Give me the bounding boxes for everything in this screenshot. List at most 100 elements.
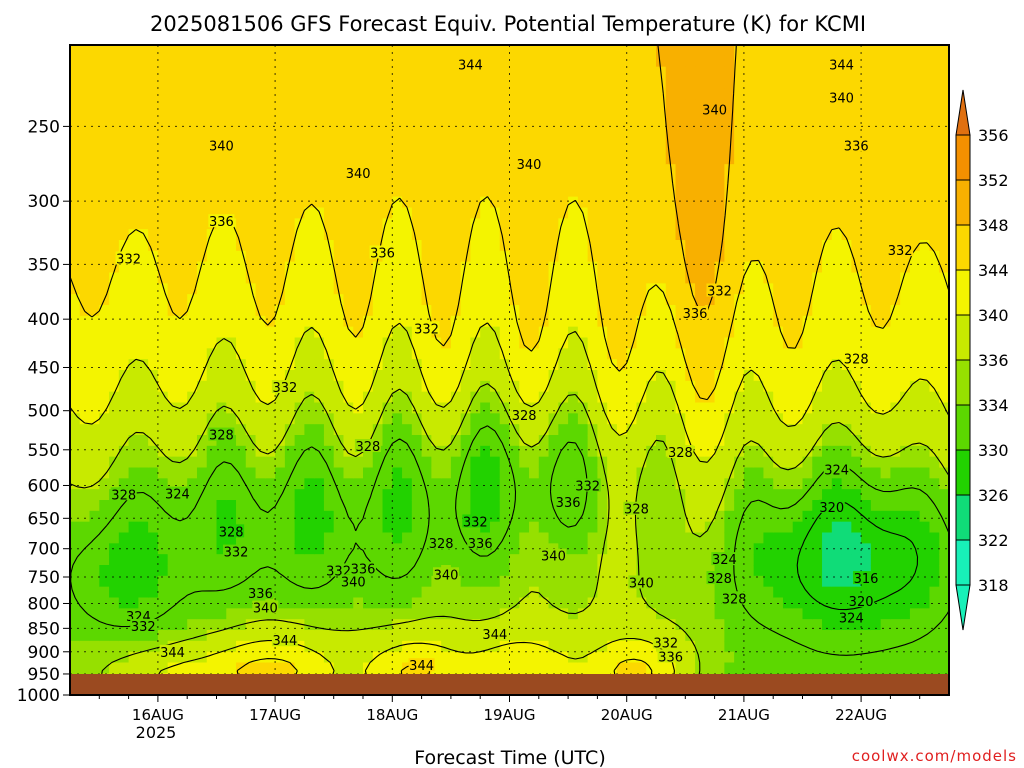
heat-cell (734, 185, 745, 198)
heat-cell (656, 575, 667, 588)
heat-cell (245, 391, 257, 404)
heat-cell (724, 565, 735, 577)
heat-cell (157, 370, 169, 382)
heat-cell (587, 467, 598, 479)
heat-cell (109, 250, 120, 263)
heat-cell (724, 207, 735, 219)
heat-cell (480, 640, 491, 653)
heat-cell (245, 66, 257, 79)
heat-cell (441, 142, 452, 154)
heat-cell (284, 424, 296, 436)
heat-cell (245, 315, 257, 328)
heat-cell (333, 142, 345, 154)
heat-cell (509, 88, 520, 100)
heat-cell (343, 120, 354, 133)
heat-cell (470, 565, 481, 577)
heat-cell (743, 565, 755, 577)
heat-cell (831, 413, 843, 425)
heat-cell (538, 110, 550, 122)
heat-cell (157, 467, 169, 479)
heat-cell (831, 640, 843, 653)
heat-cell (792, 305, 804, 317)
heat-cell (304, 662, 315, 674)
heat-cell (626, 55, 638, 68)
heat-cell (665, 175, 677, 187)
heat-cell (636, 283, 647, 295)
heat-cell (704, 619, 716, 631)
heat-cell (470, 66, 481, 79)
heat-cell (363, 510, 374, 523)
heat-cell (587, 142, 598, 154)
heat-cell (157, 185, 169, 198)
heat-cell (743, 45, 755, 57)
heat-cell (363, 110, 374, 122)
heat-cell (577, 662, 589, 674)
heat-cell (831, 510, 843, 523)
heat-cell (157, 402, 169, 414)
heat-cell (206, 640, 218, 653)
heat-cell (236, 608, 247, 620)
heat-cell (372, 554, 384, 566)
heat-cell (841, 532, 852, 544)
heat-cell (480, 565, 491, 577)
heat-cell (519, 315, 530, 328)
heat-cell (216, 478, 227, 490)
heat-cell (157, 164, 169, 176)
heat-cell (714, 380, 725, 393)
heat-cell (802, 478, 813, 490)
heat-cell (148, 305, 159, 317)
heat-cell (411, 153, 423, 165)
heat-cell (558, 120, 569, 133)
heat-cell (763, 586, 774, 599)
heat-cell (109, 55, 120, 68)
heat-cell (763, 370, 774, 382)
heat-cell (206, 554, 218, 566)
heat-cell (499, 348, 511, 360)
heat-cell (489, 315, 501, 328)
heat-cell (626, 142, 638, 154)
heat-cell (870, 424, 882, 436)
heat-cell (411, 218, 423, 230)
heat-cell (499, 456, 511, 469)
heat-cell (626, 218, 638, 230)
heat-cell (372, 272, 384, 284)
heat-cell (79, 478, 91, 490)
heat-cell (284, 326, 296, 339)
heat-cell (831, 456, 843, 469)
heat-cell (109, 175, 120, 187)
heat-cell (333, 229, 345, 241)
heat-cell (79, 315, 91, 328)
heat-cell (480, 359, 491, 371)
heat-cell (743, 326, 755, 339)
heat-cell (656, 175, 667, 187)
heat-cell (226, 229, 237, 241)
heat-cell (861, 651, 872, 664)
heat-cell (499, 305, 511, 317)
heat-cell (724, 402, 735, 414)
heat-cell (275, 532, 286, 544)
heat-cell (353, 500, 364, 512)
heat-cell (187, 55, 198, 68)
heat-cell (372, 402, 384, 414)
heat-cell (382, 489, 393, 501)
heat-cell (812, 142, 823, 154)
heat-cell (333, 521, 345, 534)
heat-cell (665, 478, 677, 490)
heat-cell (695, 489, 706, 501)
heat-cell (236, 597, 247, 609)
heat-cell (577, 218, 589, 230)
heat-cell (382, 424, 393, 436)
heat-cell (89, 120, 100, 133)
heat-cell (548, 608, 559, 620)
heat-cell (665, 619, 677, 631)
heat-cell (577, 402, 589, 414)
heat-cell (118, 196, 130, 209)
heat-cell (138, 250, 149, 263)
heat-cell (148, 348, 159, 360)
heat-cell (558, 348, 569, 360)
heat-cell (529, 489, 540, 501)
heat-cell (138, 185, 149, 198)
heat-cell (441, 131, 452, 144)
heat-cell (802, 380, 813, 393)
heat-cell (343, 413, 354, 425)
